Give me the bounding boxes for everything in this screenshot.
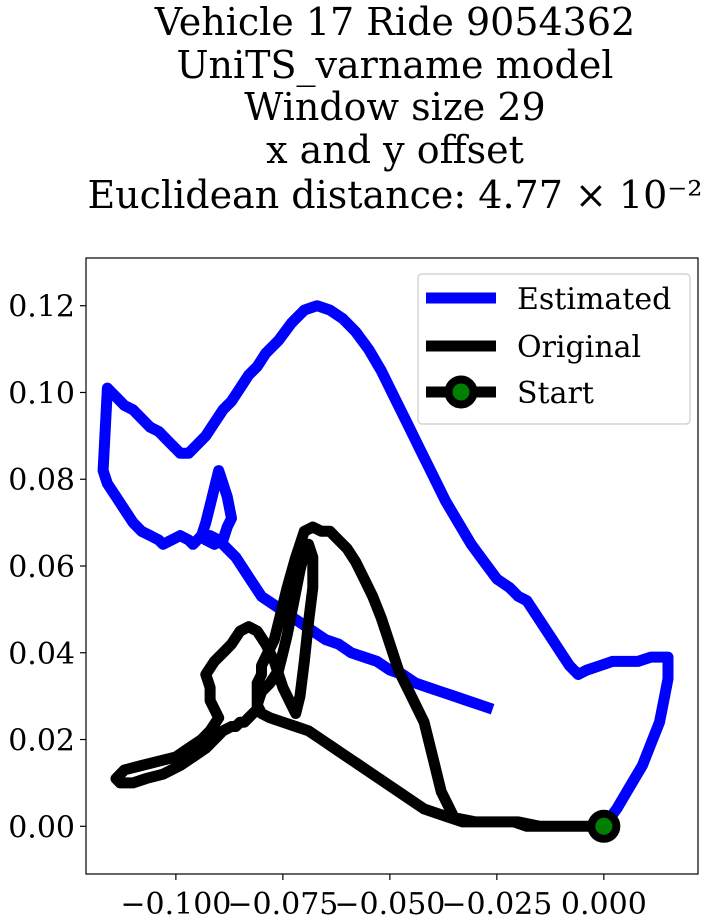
x-tick-label: 0.000 — [561, 887, 647, 921]
y-tick-label: 0.04 — [8, 637, 75, 672]
series-layer — [97, 300, 674, 832]
chart-title-line: Euclidean distance: 4.77 × 10⁻² — [87, 173, 702, 217]
x-tick-label: −0.025 — [441, 887, 552, 921]
x-tick-label: −0.050 — [334, 887, 445, 921]
legend: Estimated Original Start — [417, 273, 691, 425]
x-tick-label: −0.100 — [120, 887, 231, 921]
series-line-original — [110, 521, 604, 832]
legend-label-estimated: Estimated — [517, 282, 671, 317]
start-marker — [587, 809, 621, 843]
chart-title-line: Vehicle 17 Ride 9054362 — [154, 0, 635, 44]
x-tick-label: −0.075 — [227, 887, 338, 921]
x-axis: −0.100−0.075−0.050−0.025 0.000 — [120, 874, 647, 921]
y-tick-label: 0.06 — [8, 550, 75, 585]
y-axis: 0.00 0.02 0.04 0.06 0.08 0.10 0.12 — [8, 290, 86, 845]
legend-marker-start — [444, 375, 478, 409]
legend-label-start: Start — [517, 376, 594, 411]
legend-label-original: Original — [517, 330, 641, 365]
y-tick-label: 0.10 — [8, 376, 75, 411]
chart-title-line: x and y offset — [266, 128, 524, 172]
y-tick-label: 0.02 — [8, 724, 75, 759]
series-line-estimated — [97, 300, 674, 830]
y-tick-label: 0.00 — [8, 810, 75, 845]
y-tick-label: 0.08 — [8, 463, 75, 498]
y-tick-label: 0.12 — [8, 290, 75, 325]
chart-title-line: Window size 29 — [244, 85, 545, 129]
chart-title-line: UniTS_varname model — [177, 43, 614, 88]
